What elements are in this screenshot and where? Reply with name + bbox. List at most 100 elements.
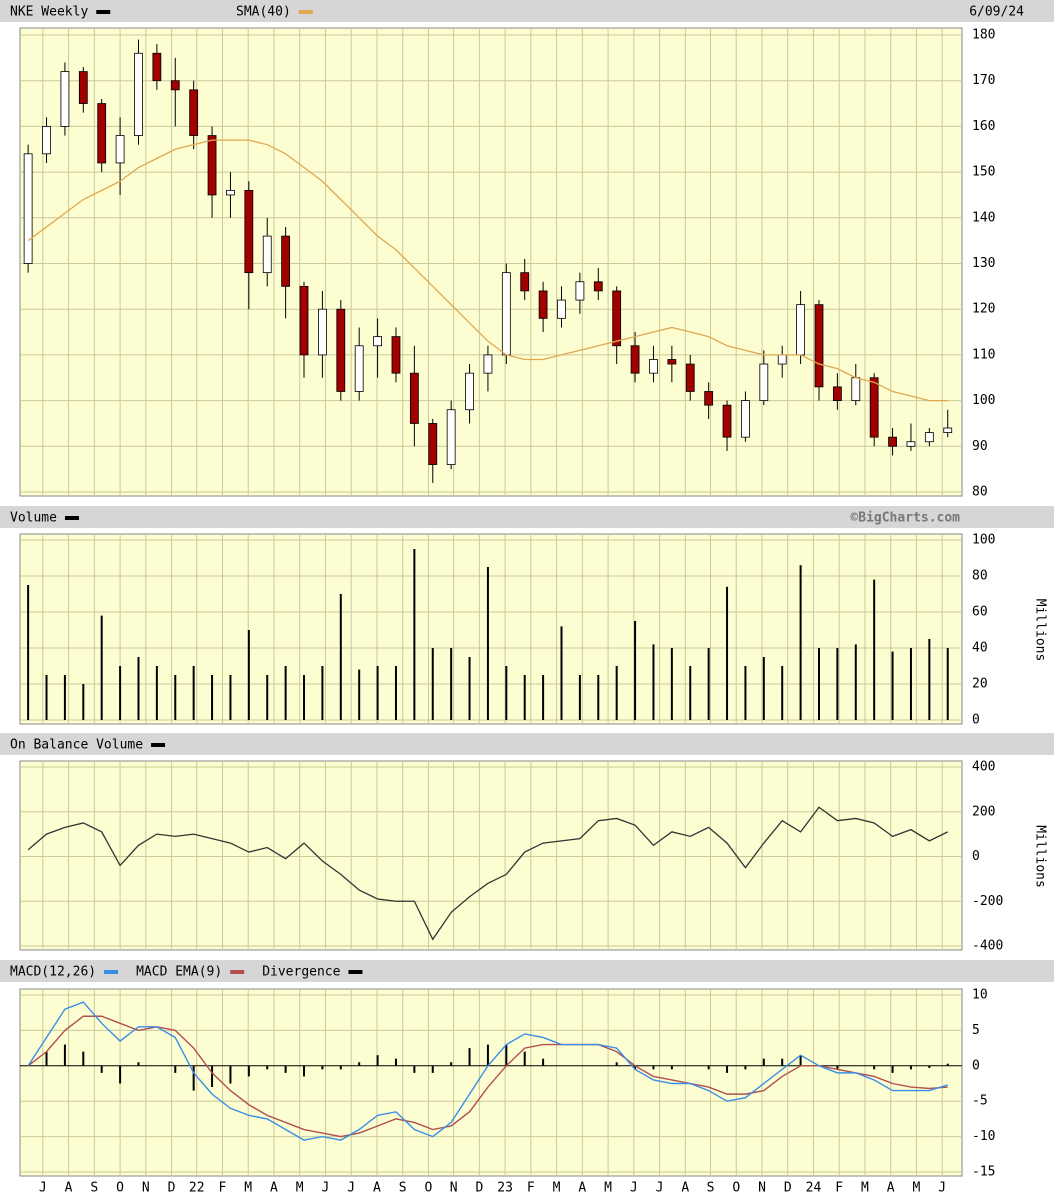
x-tick-label: A: [578, 1181, 586, 1196]
volume-bar: [781, 666, 784, 720]
x-tick-label: D: [784, 1181, 792, 1196]
y-tick-label: 200: [972, 804, 995, 819]
x-tick-label: 22: [189, 1181, 205, 1196]
candle-body: [796, 304, 806, 356]
plot-area: [19, 533, 963, 725]
y-tick-label: -200: [972, 894, 1003, 909]
volume-bar: [578, 675, 581, 720]
divergence-bar: [358, 1062, 361, 1066]
x-tick-label: J: [656, 1181, 664, 1196]
x-tick-label: J: [630, 1181, 638, 1196]
watermark: ©BigCharts.com: [850, 511, 960, 526]
candle-body: [281, 235, 291, 287]
volume-bar: [744, 666, 747, 720]
x-tick-label: 24: [806, 1181, 822, 1196]
x-tick-label: N: [450, 1181, 458, 1196]
legend-swatch: [298, 10, 313, 14]
candle-body: [226, 189, 235, 196]
divergence-bar: [946, 1063, 949, 1066]
volume-bar: [909, 648, 912, 720]
candle-body: [575, 281, 585, 301]
volume-bar: [707, 648, 710, 720]
candle-body: [262, 235, 272, 274]
divergence-bar: [542, 1058, 545, 1066]
divergence-bar: [82, 1051, 85, 1066]
divergence-bar: [119, 1065, 122, 1084]
candle-body: [97, 103, 107, 164]
divergence-bar: [321, 1065, 324, 1070]
y-tick-label: -10: [972, 1129, 995, 1144]
divergence-bar: [284, 1065, 287, 1073]
candle-body: [152, 52, 162, 82]
legend-swatch: [64, 516, 79, 520]
volume-bar: [762, 657, 765, 720]
candle-body: [851, 377, 861, 402]
candle-body: [134, 52, 143, 136]
x-tick-label: F: [835, 1181, 843, 1196]
x-tick-label: O: [116, 1181, 124, 1196]
volume-bar: [689, 666, 692, 720]
volume-bar: [155, 666, 158, 720]
y-tick-label: 0: [972, 849, 980, 864]
candle-body: [906, 441, 916, 447]
y-tick-label: -5: [972, 1094, 988, 1109]
x-tick-label: A: [887, 1181, 895, 1196]
volume-bar: [817, 648, 820, 720]
divergence-bar: [339, 1065, 342, 1070]
divergence-bar: [450, 1062, 453, 1066]
legend-swatch: [96, 10, 111, 14]
divergence-bar: [836, 1065, 839, 1070]
macd-line: [27, 1015, 948, 1138]
divergence-bar: [211, 1065, 214, 1088]
candle-body: [170, 80, 180, 91]
legend-label: Divergence: [262, 965, 340, 980]
x-tick-label: M: [553, 1181, 561, 1196]
divergence-bar: [762, 1058, 765, 1066]
y-tick-label: 10: [972, 988, 988, 1003]
y-tick-label: 100: [972, 533, 995, 548]
divergence-bar: [394, 1058, 397, 1066]
candle-body: [446, 409, 456, 465]
plot-area: [19, 27, 963, 497]
candle-body: [777, 354, 787, 365]
candle-body: [943, 427, 953, 433]
legend-swatch: [348, 970, 363, 974]
divergence-bar: [303, 1065, 306, 1077]
divergence-bar: [634, 1065, 637, 1070]
divergence-bar: [63, 1044, 66, 1066]
volume-bar: [82, 684, 85, 720]
volume-bar: [27, 585, 30, 720]
x-tick-label: A: [373, 1181, 381, 1196]
x-tick-label: M: [244, 1181, 252, 1196]
divergence-bar: [247, 1065, 250, 1077]
x-tick-label: A: [65, 1181, 73, 1196]
divergence-bar: [799, 1055, 802, 1066]
volume-bar: [284, 666, 287, 720]
volume-bar: [45, 675, 48, 720]
volume-bar: [450, 648, 453, 720]
candle-body: [667, 359, 677, 365]
candle-body: [207, 135, 217, 196]
volume-bar: [542, 675, 545, 720]
y-axis-label: Millions: [1033, 599, 1048, 662]
volume-bar: [615, 666, 618, 720]
y-tick-label: 170: [972, 73, 995, 88]
date-label: 6/09/24: [969, 5, 1024, 20]
volume-bar: [303, 675, 306, 720]
x-tick-label: M: [604, 1181, 612, 1196]
divergence-bar: [229, 1065, 232, 1084]
x-tick-label: F: [527, 1181, 535, 1196]
volume-bar: [358, 669, 361, 720]
x-tick-label: J: [322, 1181, 330, 1196]
candle-body: [649, 359, 658, 374]
candle-body: [336, 308, 346, 392]
legend-label: NKE Weekly: [10, 5, 88, 20]
candle-body: [318, 308, 327, 356]
candle-body: [888, 436, 897, 447]
divergence-bar: [376, 1055, 379, 1066]
y-tick-label: 400: [972, 760, 995, 775]
divergence-bar: [909, 1065, 912, 1070]
divergence-bar: [468, 1048, 471, 1066]
divergence-bar: [873, 1065, 876, 1070]
y-tick-label: 150: [972, 165, 995, 180]
